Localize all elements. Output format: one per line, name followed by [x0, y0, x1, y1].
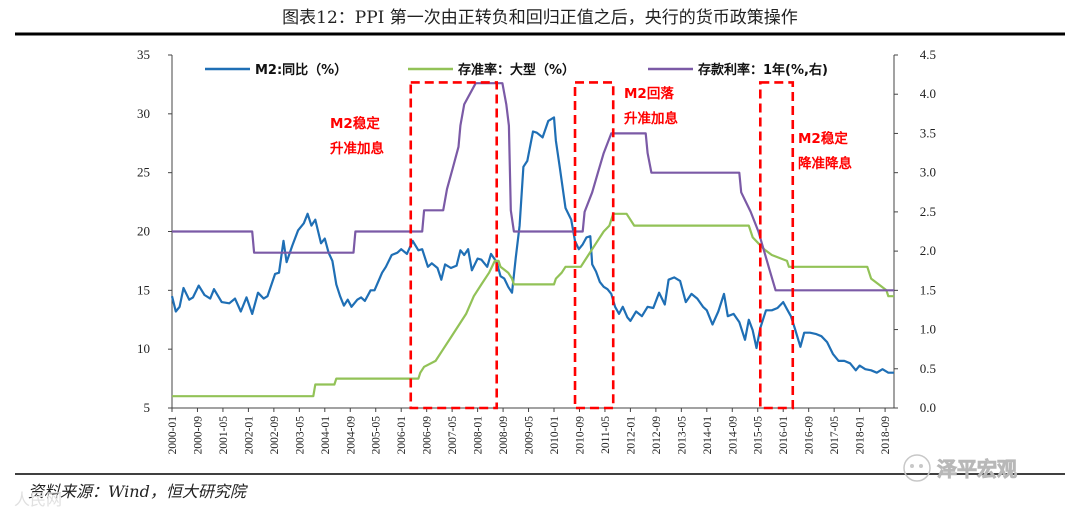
annotation-1-line-2: 升准加息	[330, 140, 384, 157]
left-tick-label: 15	[137, 282, 150, 297]
x-tick-label: 2017-05	[829, 416, 841, 455]
x-tick-label: 2005-05	[371, 416, 383, 455]
x-tick-label: 2015-05	[753, 416, 765, 455]
x-tick-label: 2008-01	[473, 416, 485, 455]
x-tick-label: 2012-01	[625, 416, 637, 455]
legend-label-m2: M2:同比（%）	[255, 62, 347, 78]
annotation-2-line-1: M2回落	[624, 85, 674, 102]
highlight-box-b3	[758, 81, 795, 410]
x-tick-label: 2004-09	[345, 416, 357, 455]
annotation-2-line-2: 升准加息	[624, 110, 678, 127]
x-tick-label: 2010-01	[549, 416, 561, 455]
left-tick-label: 35	[137, 47, 150, 62]
source-note: 资料来源：Wind，恒大研究院	[28, 482, 249, 501]
wechat-icon	[903, 454, 931, 482]
left-tick-label: 25	[137, 165, 150, 180]
right-tick-label: 3.5	[920, 125, 936, 140]
annotations: M2稳定 升准加息 M2回落 升准加息 M2稳定 降准降息	[330, 85, 852, 172]
right-tick-label: 1.0	[920, 322, 936, 337]
right-tick-label: 0.5	[920, 361, 936, 376]
watermark-text: 泽平宏观	[937, 457, 1017, 481]
x-tick-label: 2014-09	[727, 416, 739, 455]
x-tick-label: 2004-01	[320, 416, 332, 455]
x-tick-label: 2018-01	[855, 416, 867, 455]
series-line-0	[170, 116, 894, 374]
axes: 5 10 15 20 25 30 35 0.0 0.5 1.0 1.5 2.0 2.5 3.0 3.5 4.0…	[137, 47, 936, 454]
right-tick-label: 1.5	[920, 282, 936, 297]
x-tick-label: 2002-01	[243, 416, 255, 455]
x-tick-label: 2006-09	[422, 416, 434, 455]
highlight-box-b1	[409, 81, 499, 410]
x-tick-label: 2013-05	[676, 416, 688, 455]
series-line-2	[172, 82, 894, 292]
x-tick-label: 2008-09	[498, 416, 510, 455]
legend-label-rrr: 存准率：大型（%）	[458, 62, 575, 78]
x-tick-label: 2002-09	[269, 416, 281, 455]
x-tick-label: 2007-05	[447, 416, 459, 455]
annotation-3-line-2: 降准降息	[798, 155, 852, 172]
left-tick-label: 20	[137, 224, 150, 239]
x-tick-label: 2016-09	[804, 416, 816, 455]
watermark-left: 人民网	[14, 490, 62, 509]
left-tick-label: 30	[137, 106, 150, 121]
right-tick-label: 4.5	[920, 47, 936, 62]
right-tick-label: 3.0	[920, 165, 936, 180]
annotation-3-line-1: M2稳定	[798, 130, 848, 147]
left-tick-label: 5	[144, 400, 151, 415]
right-tick-label: 0.0	[920, 400, 936, 415]
watermark: 泽平宏观 人民网	[14, 454, 1017, 509]
highlight-boxes	[409, 81, 795, 410]
right-tick-label: 2.5	[920, 204, 936, 219]
annotation-1-line-1: M2稳定	[330, 115, 380, 132]
x-tick-label: 2018-09	[880, 416, 892, 455]
x-tick-label: 2012-09	[651, 416, 663, 455]
x-tick-label: 2016-01	[778, 416, 790, 455]
series-line-1	[172, 212, 894, 398]
x-tick-label: 2009-05	[524, 416, 536, 455]
chart-title: 图表12：PPI 第一次由正转负和回归正值之后，央行的货币政策操作	[282, 8, 798, 28]
x-tick-label: 2000-09	[192, 416, 204, 455]
legend-label-deposit-rate: 存款利率：1年(%,右)	[698, 62, 828, 78]
x-tick-label: 2006-01	[396, 416, 408, 455]
right-tick-label: 4.0	[920, 86, 936, 101]
highlight-box-b2	[573, 81, 615, 410]
right-tick-label: 2.0	[920, 243, 936, 258]
x-tick-label: 2014-01	[702, 416, 714, 455]
x-tick-label: 2000-01	[167, 416, 179, 455]
x-tick-label: 2003-05	[294, 416, 306, 455]
legend: M2:同比（%） 存准率：大型（%） 存款利率：1年(%,右)	[205, 62, 828, 78]
left-tick-label: 10	[137, 341, 150, 356]
x-tick-label: 2001-05	[218, 416, 230, 455]
x-tick-label: 2011-05	[600, 416, 612, 454]
x-tick-label: 2010-09	[574, 416, 586, 455]
series-layer	[170, 82, 894, 398]
